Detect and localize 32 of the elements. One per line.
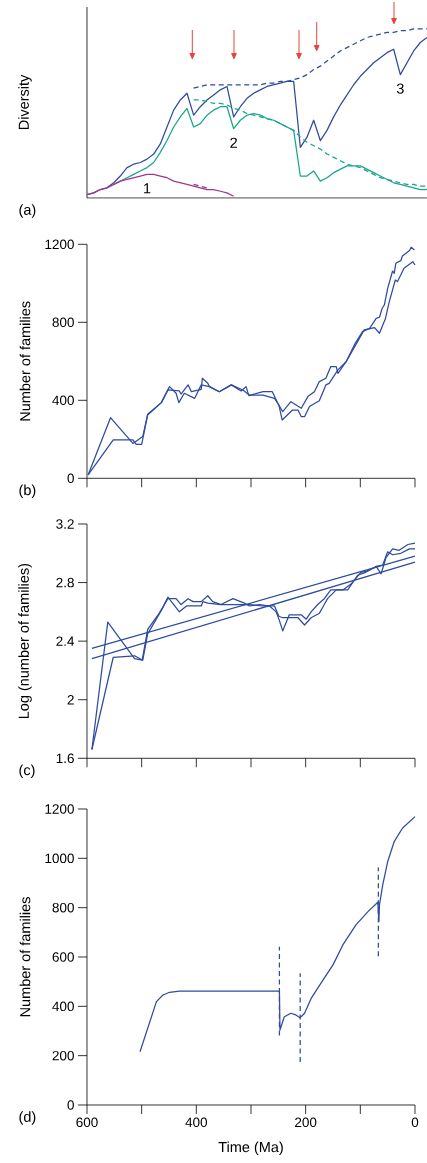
y-tick-label: 1000	[45, 853, 74, 864]
y-tick-label: 1200	[45, 804, 74, 814]
y-axis-title: Diversity	[18, 74, 32, 130]
y-axis-title: Number of families	[19, 301, 31, 421]
y-tick-label: 600	[52, 952, 74, 962]
y-axis-title: Log (number of families)	[18, 563, 32, 719]
y-tick-label: 0	[67, 1100, 74, 1110]
text: (a)	[19, 204, 36, 218]
series-label: 1	[144, 183, 151, 194]
y-tick-label: 800	[52, 902, 74, 913]
y-axis-title: Number of families	[19, 897, 31, 1017]
y-tick-label: 400	[52, 395, 74, 406]
y-tick-label: 800	[52, 317, 74, 328]
text: (c)	[19, 764, 35, 779]
y-tick-label: 2.4	[56, 636, 75, 646]
y-tick-label: 400	[52, 1001, 74, 1012]
y-tick-label: 200	[52, 1050, 74, 1061]
y-tick-label: 2	[67, 695, 74, 705]
y-tick-label: 1200	[45, 239, 74, 250]
text: (b)	[19, 484, 36, 499]
x-tick-label: 200	[295, 1117, 317, 1128]
y-tick-label: 2.8	[56, 577, 74, 588]
x-tick-label: 600	[76, 1117, 98, 1128]
y-tick-label: 0	[67, 473, 74, 484]
series-label: 2	[230, 137, 237, 148]
y-tick-label: 3.2	[56, 519, 74, 529]
x-tick-label: 0	[411, 1117, 419, 1128]
x-tick-label: 400	[185, 1117, 208, 1128]
text: (d)	[19, 1111, 36, 1125]
y-tick-label: 1.6	[56, 753, 74, 764]
series-label: 3	[396, 83, 404, 94]
x-axis-title: Time (Ma)	[218, 1141, 283, 1156]
